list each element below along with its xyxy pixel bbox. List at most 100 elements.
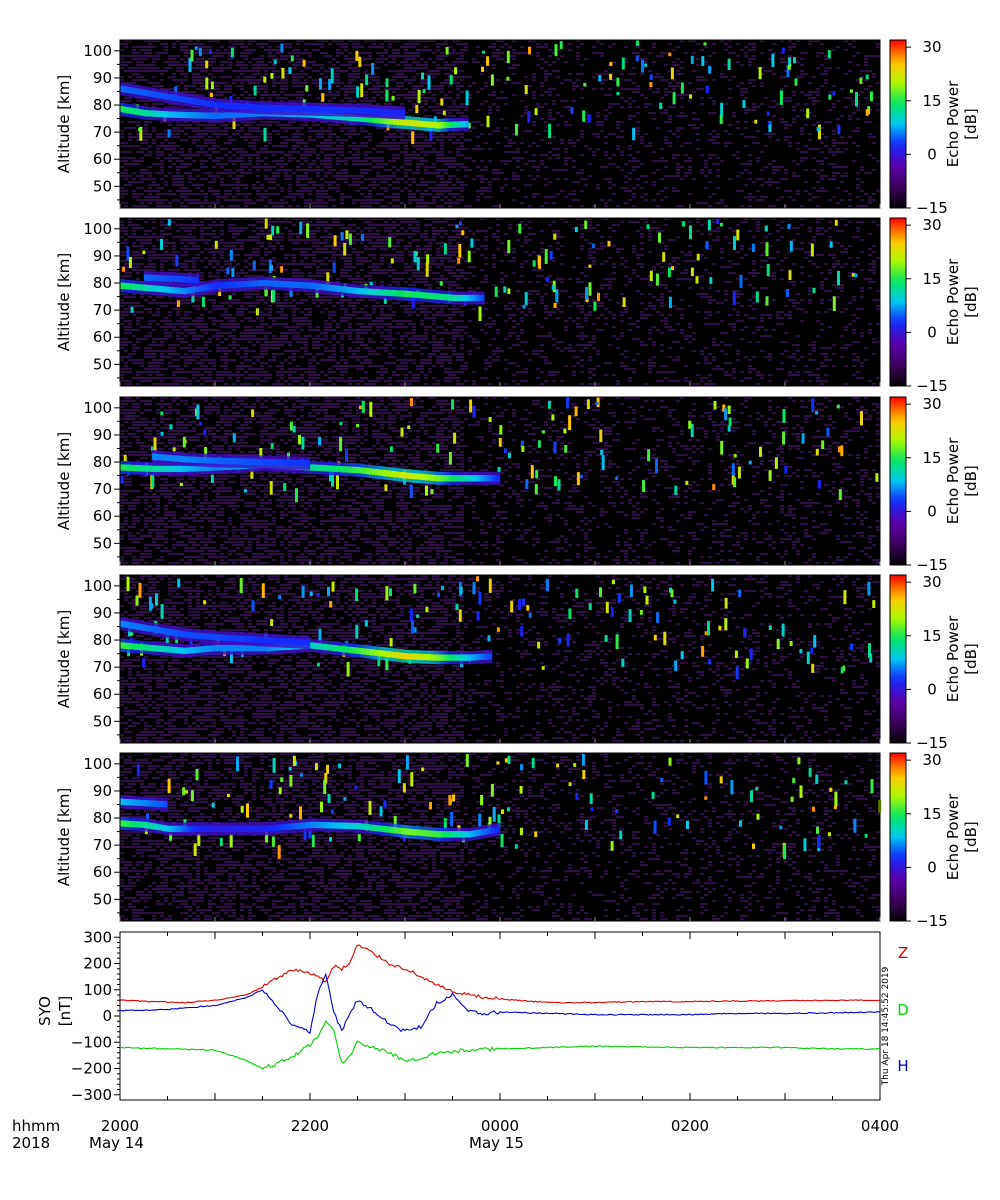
echo-cell [123,106,127,113]
echo-halo [123,103,127,107]
echo-cell [445,831,449,838]
sporadic-echo [277,845,281,859]
sporadic-echo [621,658,625,667]
echo-halo [186,628,190,632]
colorbar-tick-label: 0 [927,502,937,520]
echo-cell [186,456,190,463]
echo-halo [154,651,158,655]
sporadic-echo [263,128,267,142]
sporadic-echo [766,264,770,277]
sporadic-echo [445,46,449,55]
echo-halo [434,299,438,303]
echo-cell [197,285,201,292]
echo-halo [173,101,177,105]
sporadic-echo [673,599,677,604]
echo-cell [163,454,167,461]
echo-cell [413,653,417,660]
echo-halo [354,473,358,477]
echo-halo [375,656,379,660]
echo-cell [203,825,207,833]
echo-halo [396,824,400,828]
sporadic-echo [219,837,223,847]
sporadic-echo [832,90,836,96]
echo-cell [203,99,207,107]
echo-halo [482,471,486,476]
sporadic-echo [343,797,347,801]
echo-halo [197,822,201,826]
noise-cells [120,218,880,386]
echo-cell [241,103,245,110]
echo-halo [307,288,311,293]
echo-cell [425,121,429,128]
echo-halo [265,651,269,655]
echo-halo [280,287,284,291]
echo-halo [178,282,182,286]
echo-halo [235,832,239,836]
echo-halo [390,296,394,300]
sporadic-echo [724,408,728,421]
echo-halo [143,828,147,832]
echo-cell [399,471,403,479]
echo-halo [223,832,228,836]
echo-halo [396,106,400,110]
echo-cell [348,114,352,122]
echo-halo [453,660,458,665]
sporadic-echo [639,610,643,615]
echo-halo [253,651,257,655]
echo-cell [494,826,498,834]
echo-halo [186,653,190,658]
echo-cell [289,823,293,830]
echo-cell [445,121,449,129]
echo-halo [354,113,358,117]
echo-halo [268,101,272,105]
sporadic-echo [728,417,732,427]
echo-halo [247,110,251,114]
echo-halo [277,456,281,460]
echo-halo [298,829,302,833]
echo-halo [256,100,260,105]
echo-cell [462,831,466,838]
echo-halo [197,453,201,457]
echo-halo [229,99,233,103]
echo-cell [360,107,364,114]
echo-cell [396,471,400,478]
echo-halo [419,470,423,474]
echo-halo [474,836,478,840]
echo-halo [439,837,443,841]
echo-halo [336,651,340,656]
echo-halo [366,464,370,468]
echo-halo [259,110,263,115]
echo-halo [180,472,184,476]
echo-halo [120,648,124,652]
echo-cell [146,800,150,807]
sporadic-echo [875,473,879,482]
echo-cell [372,288,376,296]
echo-halo [485,481,489,485]
sporadic-echo [345,448,348,462]
sporadic-echo [210,81,214,90]
echo-halo [183,472,187,476]
echo-halo [378,646,382,650]
echo-halo [304,117,308,121]
sporadic-echo [450,812,454,827]
echo-halo [131,619,135,623]
echo-cell [259,636,263,644]
sporadic-echo [148,596,152,611]
echo-halo [422,650,426,654]
echo-halo [336,103,340,107]
echo-halo [166,292,170,297]
echo-cell [140,799,144,807]
sporadic-echo [203,429,207,436]
echo-cell [140,465,144,472]
echo-halo [152,116,156,121]
sporadic-echo [670,67,674,80]
echo-cell [206,112,210,119]
echo-cell [445,475,449,482]
echo-halo [283,830,287,834]
sporadic-echo [686,820,689,829]
echo-halo [209,107,213,111]
echo-halo [327,471,331,475]
echo-cell [176,111,180,118]
echo-cell [120,620,124,627]
echo-halo [405,125,409,130]
